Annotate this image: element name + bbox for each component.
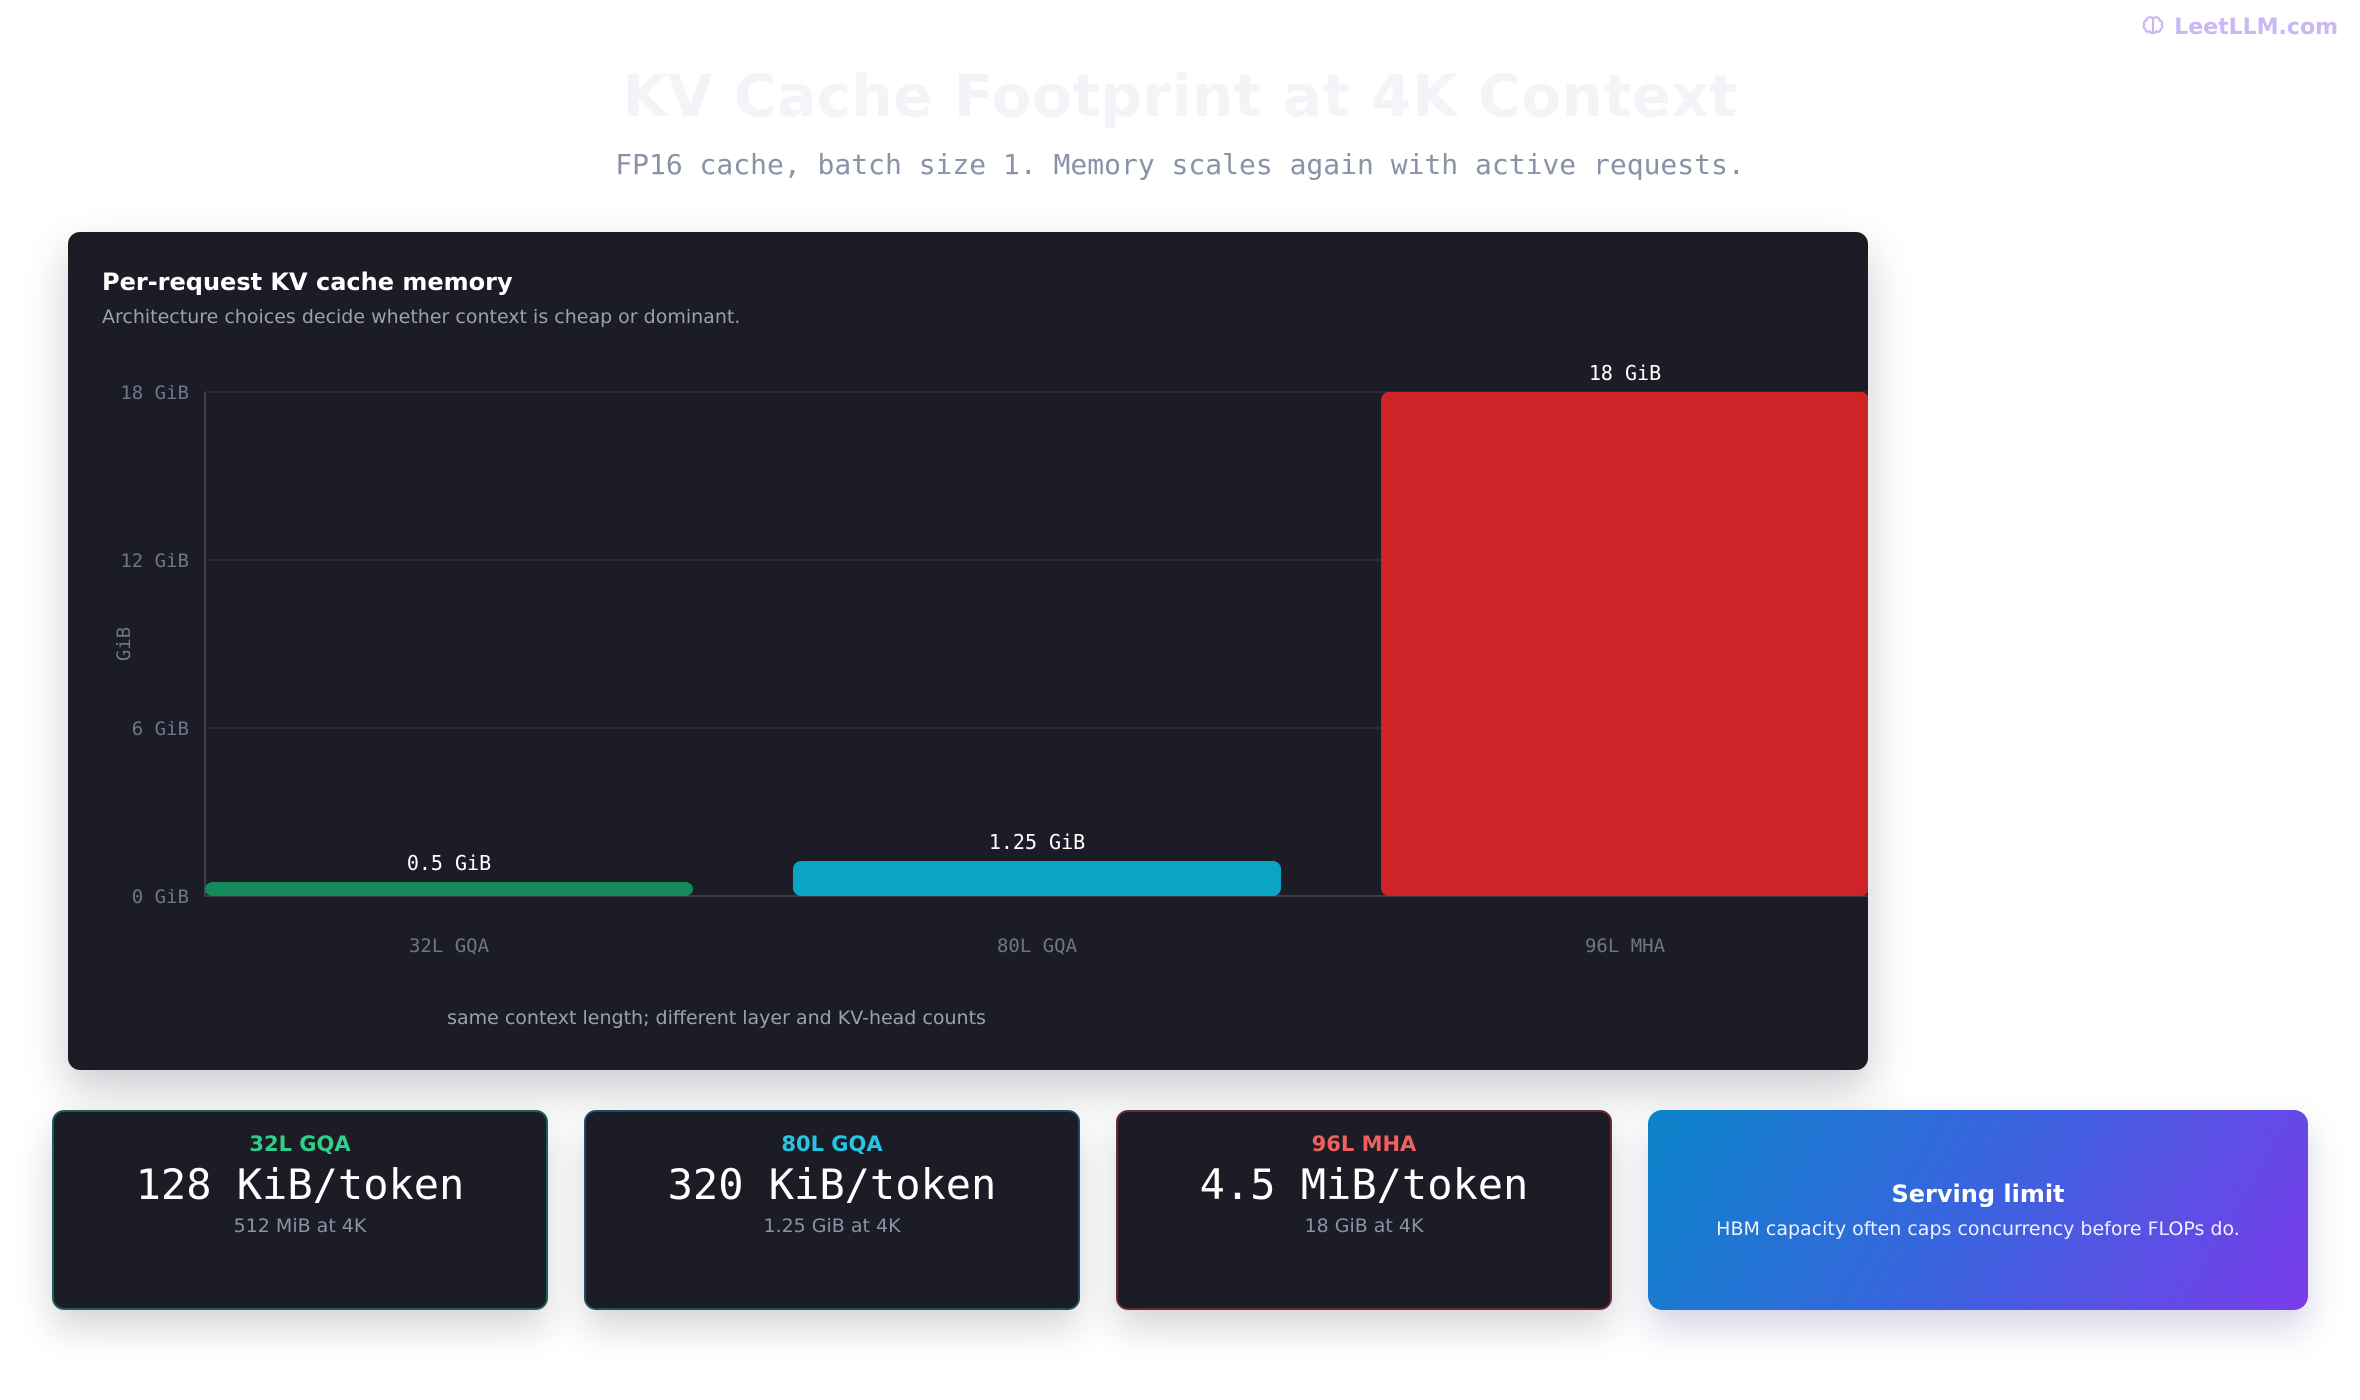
stat-value: 128 KiB/token	[135, 1160, 465, 1209]
bar-2	[1381, 392, 1868, 896]
stat-value: 320 KiB/token	[667, 1160, 997, 1209]
stat-name: 96L MHA	[1311, 1132, 1417, 1156]
x-axis-label: same context length; different layer and…	[447, 1007, 986, 1029]
stat-name: 80L GQA	[781, 1132, 883, 1156]
y-tick-label: 18 GiB	[120, 382, 189, 404]
stat-card-32l-gqa: 32L GQA 128 KiB/token 512 MiB at 4K	[52, 1110, 548, 1310]
y-tick-label: 0 GiB	[132, 886, 189, 908]
y-tick-label: 12 GiB	[120, 550, 189, 572]
stat-note: 18 GiB at 4K	[1304, 1215, 1424, 1237]
x-tick-label: 80L GQA	[997, 935, 1078, 957]
serving-limit-card: Serving limit HBM capacity often caps co…	[1648, 1110, 2308, 1310]
stat-note: 512 MiB at 4K	[233, 1215, 367, 1237]
bar-value-label: 0.5 GiB	[407, 851, 491, 875]
brand[interactable]: LeetLLM.com	[2140, 14, 2338, 40]
y-tick-label: 6 GiB	[132, 718, 189, 740]
x-tick-label: 96L MHA	[1585, 935, 1666, 957]
stat-name: 32L GQA	[249, 1132, 351, 1156]
x-tick-label: 32L GQA	[409, 935, 490, 957]
stat-card-80l-gqa: 80L GQA 320 KiB/token 1.25 GiB at 4K	[584, 1110, 1080, 1310]
brand-name: LeetLLM.com	[2174, 14, 2338, 40]
stat-value: 4.5 MiB/token	[1199, 1160, 1529, 1209]
page-subtitle: FP16 cache, batch size 1. Memory scales …	[615, 148, 1745, 181]
chart-card: Per-request KV cache memory Architecture…	[68, 232, 1868, 1070]
bar-0	[205, 882, 693, 896]
chart-subtitle: Architecture choices decide whether cont…	[102, 306, 741, 328]
bar-value-label: 18 GiB	[1589, 361, 1661, 385]
bar-1	[793, 861, 1281, 896]
page-title: KV Cache Footprint at 4K Context	[622, 62, 1738, 130]
stat-note: 1.25 GiB at 4K	[763, 1215, 901, 1237]
bar-value-label: 1.25 GiB	[989, 830, 1085, 854]
stat-card-96l-mha: 96L MHA 4.5 MiB/token 18 GiB at 4K	[1116, 1110, 1612, 1310]
brain-icon	[2142, 16, 2164, 35]
chart-title: Per-request KV cache memory	[102, 268, 513, 296]
y-axis-label: GiB	[113, 627, 135, 661]
serving-limit-text: HBM capacity often caps concurrency befo…	[1716, 1218, 2240, 1240]
bar-chart: 0 GiB 6 GiB 12 GiB 18 GiB GiB 0.5 GiB 32L GQA 1…	[113, 361, 1868, 1029]
serving-limit-title: Serving limit	[1891, 1180, 2065, 1208]
